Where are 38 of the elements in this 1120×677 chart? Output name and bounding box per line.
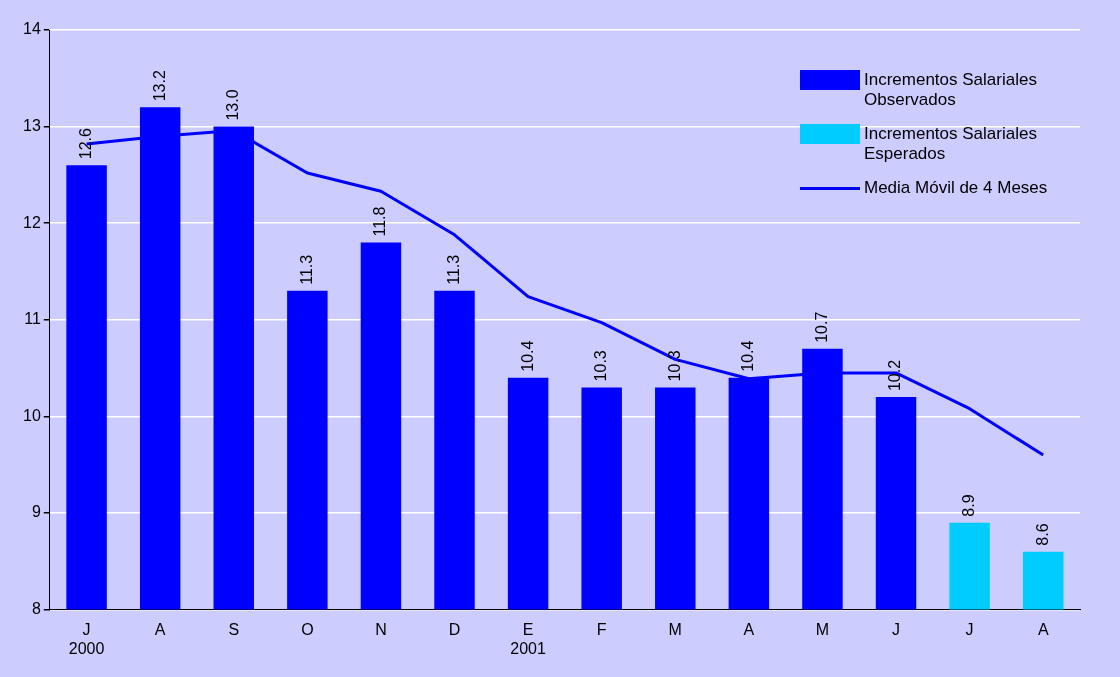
y-tick-label: 8 bbox=[31, 600, 41, 618]
x-tick-label: O bbox=[301, 620, 314, 638]
x-tick-label: S bbox=[228, 620, 240, 638]
data-label: 8.9 bbox=[960, 494, 978, 517]
data-label: 10.7 bbox=[812, 311, 830, 343]
data-label: 10.4 bbox=[739, 340, 757, 372]
y-tick-label: 11 bbox=[24, 310, 41, 328]
data-label: 11.3 bbox=[444, 254, 462, 285]
x-tick-label: F bbox=[596, 620, 607, 638]
y-tick-label: 9 bbox=[31, 503, 41, 521]
data-label: 10.2 bbox=[886, 359, 904, 392]
y-tick-label: 13 bbox=[23, 117, 41, 135]
x-tick-label: A bbox=[743, 620, 755, 638]
y-tick-label: 14 bbox=[23, 20, 41, 38]
data-label: 8.6 bbox=[1033, 523, 1051, 546]
x-tick-label: D bbox=[448, 620, 461, 638]
data-label: 11.3 bbox=[297, 254, 315, 285]
x-tick-label: E 2001 bbox=[510, 620, 546, 657]
data-label: 12.6 bbox=[77, 128, 94, 160]
data-label: 10.3 bbox=[665, 350, 683, 382]
legend-label: Incrementos Salariales Observados bbox=[864, 70, 1038, 110]
data-label: 10.4 bbox=[518, 340, 536, 372]
x-tick-label: A bbox=[154, 620, 166, 638]
x-tick-label: J 2000 bbox=[68, 620, 105, 657]
x-tick-label: M bbox=[668, 620, 682, 638]
x-tick-label: N bbox=[375, 620, 387, 638]
data-label: 11.8 bbox=[371, 206, 389, 237]
y-tick-label: 10 bbox=[23, 406, 41, 424]
x-tick-label: A bbox=[1037, 620, 1049, 638]
x-tick-label: M bbox=[815, 620, 830, 638]
legend-label: Media Móvil de 4 Meses bbox=[864, 178, 1048, 198]
x-tick-label: J bbox=[965, 620, 974, 638]
data-label: 13.2 bbox=[150, 70, 168, 102]
data-label: 10.3 bbox=[592, 350, 610, 382]
legend-label: Incrementos Salariales Esperados bbox=[864, 124, 1038, 164]
y-tick-label: 12 bbox=[23, 213, 41, 231]
data-label: 13.0 bbox=[224, 89, 242, 121]
x-tick-label: J bbox=[892, 620, 901, 638]
